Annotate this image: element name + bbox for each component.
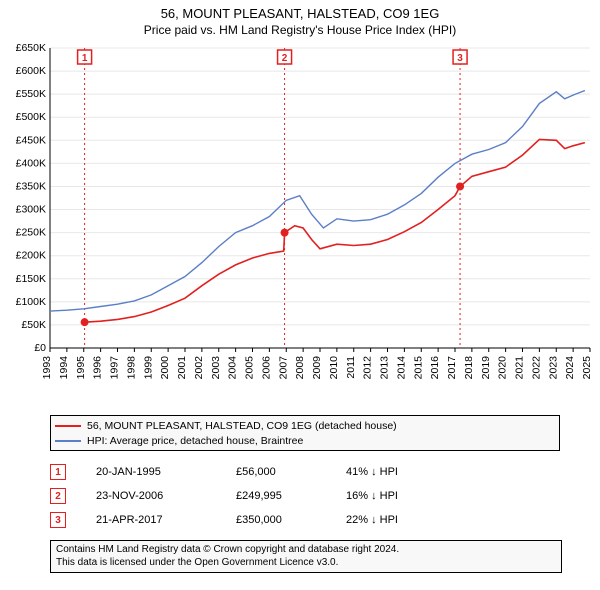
sale-point (81, 318, 89, 326)
x-tick-label: 2020 (497, 356, 509, 380)
sale-point (281, 229, 289, 237)
y-tick-label: £500K (16, 111, 46, 123)
x-tick-label: 2003 (210, 356, 222, 380)
x-tick-label: 1995 (75, 356, 87, 380)
marker-row: 2 23-NOV-2006£249,99516% ↓ HPI (50, 484, 550, 508)
marker-row: 3 21-APR-2017£350,00022% ↓ HPI (50, 508, 550, 532)
y-tick-label: £350K (16, 180, 46, 192)
y-tick-label: £550K (16, 88, 46, 100)
y-tick-label: £100K (16, 296, 46, 308)
footer-line1: Contains HM Land Registry data © Crown c… (56, 544, 556, 557)
marker-price: £350,000 (236, 514, 346, 526)
x-tick-label: 2002 (193, 356, 205, 380)
x-tick-label: 2001 (176, 356, 188, 380)
y-tick-label: £450K (16, 134, 46, 146)
x-tick-label: 2000 (159, 356, 171, 380)
y-tick-label: £650K (16, 42, 46, 54)
marker-badge: 2 (50, 488, 66, 504)
x-tick-label: 2009 (311, 356, 323, 380)
x-tick-label: 2007 (277, 356, 289, 380)
legend-item: HPI: Average price, detached house, Brai… (55, 433, 555, 448)
x-tick-label: 2006 (260, 356, 272, 380)
legend-swatch (55, 440, 81, 442)
marker-price: £56,000 (236, 466, 346, 478)
marker-row: 1 20-JAN-1995£56,00041% ↓ HPI (50, 460, 550, 484)
x-tick-label: 1993 (41, 356, 53, 380)
x-tick-label: 2005 (244, 356, 256, 380)
sale-marker-number: 1 (82, 53, 88, 64)
x-tick-label: 2016 (429, 356, 441, 380)
series-line (85, 139, 585, 322)
marker-badge: 3 (50, 512, 66, 528)
x-tick-label: 2004 (227, 356, 239, 380)
x-tick-label: 2021 (514, 356, 526, 380)
marker-relative: 16% ↓ HPI (346, 490, 398, 502)
legend: 56, MOUNT PLEASANT, HALSTEAD, CO9 1EG (d… (50, 415, 560, 451)
x-tick-label: 1996 (92, 356, 104, 380)
chart-container: 56, MOUNT PLEASANT, HALSTEAD, CO9 1EG Pr… (0, 0, 600, 590)
y-tick-label: £600K (16, 65, 46, 77)
x-tick-label: 2011 (345, 356, 357, 379)
x-tick-label: 2013 (379, 356, 391, 380)
chart-svg: £0 £50K £100K £150K £200K £250K £300K £350K £400… (0, 42, 600, 410)
marker-date: 21-APR-2017 (96, 514, 236, 526)
marker-relative: 41% ↓ HPI (346, 466, 398, 478)
footer-line2: This data is licensed under the Open Gov… (56, 557, 556, 570)
x-tick-label: 2012 (362, 356, 374, 380)
x-tick-label: 2025 (581, 356, 593, 380)
legend-item: 56, MOUNT PLEASANT, HALSTEAD, CO9 1EG (d… (55, 418, 555, 433)
x-tick-label: 2022 (530, 356, 542, 380)
marker-date: 20-JAN-1995 (96, 466, 236, 478)
marker-price: £249,995 (236, 490, 346, 502)
x-tick-label: 2018 (463, 356, 475, 380)
series-line (50, 91, 585, 312)
marker-relative: 22% ↓ HPI (346, 514, 398, 526)
x-tick-label: 2017 (446, 356, 458, 380)
title-address: 56, MOUNT PLEASANT, HALSTEAD, CO9 1EG (0, 6, 600, 21)
x-tick-label: 1994 (58, 356, 70, 380)
title-subtitle: Price paid vs. HM Land Registry's House … (0, 23, 600, 37)
y-tick-label: £250K (16, 227, 46, 239)
legend-swatch (55, 425, 81, 427)
y-tick-label: £0 (34, 342, 46, 354)
x-tick-label: 2015 (412, 356, 424, 380)
legend-label: HPI: Average price, detached house, Brai… (87, 435, 303, 447)
marker-date: 23-NOV-2006 (96, 490, 236, 502)
y-tick-label: £50K (21, 319, 46, 331)
x-tick-label: 2014 (395, 356, 407, 380)
y-tick-label: £400K (16, 157, 46, 169)
sale-marker-number: 2 (282, 53, 288, 64)
legend-label: 56, MOUNT PLEASANT, HALSTEAD, CO9 1EG (d… (87, 420, 397, 432)
sale-point (456, 182, 464, 190)
x-tick-label: 2019 (480, 356, 492, 380)
sale-marker-number: 3 (457, 53, 463, 64)
title-block: 56, MOUNT PLEASANT, HALSTEAD, CO9 1EG Pr… (0, 0, 600, 37)
footer: Contains HM Land Registry data © Crown c… (50, 540, 562, 573)
marker-badge: 1 (50, 464, 66, 480)
y-tick-label: £200K (16, 250, 46, 262)
chart: £0 £50K £100K £150K £200K £250K £300K £350K £400… (0, 42, 600, 410)
y-tick-label: £300K (16, 204, 46, 216)
x-tick-label: 2010 (328, 356, 340, 380)
x-tick-label: 2023 (547, 356, 559, 380)
y-tick-label: £150K (16, 273, 46, 285)
x-tick-label: 1997 (109, 356, 121, 380)
x-tick-label: 2024 (564, 356, 576, 380)
x-tick-label: 1998 (125, 356, 137, 380)
x-tick-label: 1999 (142, 356, 154, 380)
marker-table: 1 20-JAN-1995£56,00041% ↓ HPI 2 23-NOV-2006… (50, 460, 550, 532)
x-tick-label: 2008 (294, 356, 306, 380)
